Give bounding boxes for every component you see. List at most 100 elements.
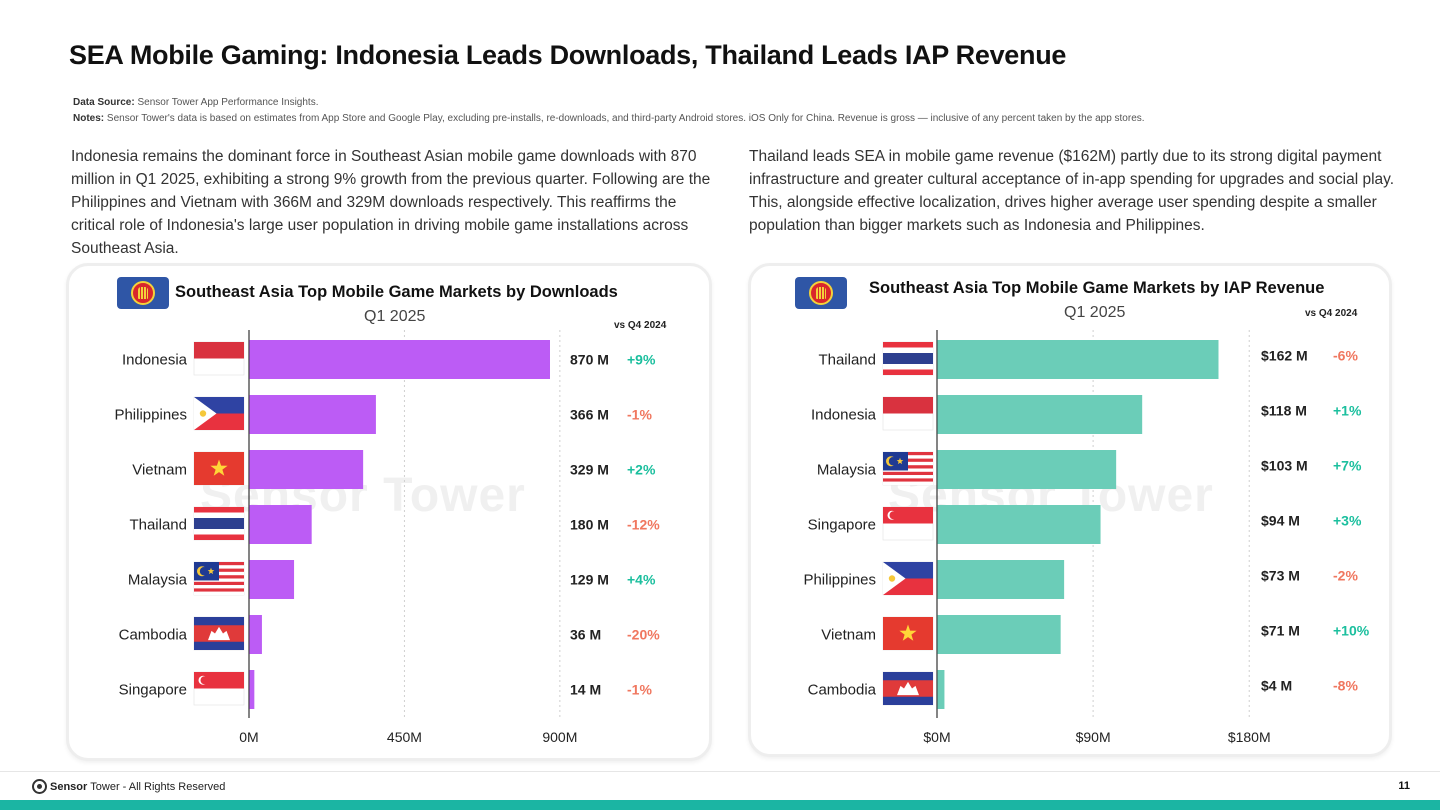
sensor-tower-logo-icon xyxy=(32,779,47,794)
revenue-value-label: $103 M xyxy=(1261,458,1308,474)
revenue-value-label: $71 M xyxy=(1261,623,1300,639)
footer-brand: Sensor Tower - All Rights Reserved xyxy=(32,779,225,794)
downloads-value-label: 366 M xyxy=(570,407,609,423)
downloads-change-label: +9% xyxy=(627,352,656,368)
downloads-bar xyxy=(249,340,550,379)
downloads-category-label: Philippines xyxy=(114,407,187,424)
downloads-bar xyxy=(249,395,376,434)
footer-rights: - All Rights Reserved xyxy=(122,780,226,793)
footer-brand-name: Sensor xyxy=(50,780,88,793)
revenue-change-label: -2% xyxy=(1333,568,1358,584)
downloads-category-label: Malaysia xyxy=(128,572,188,589)
footer-divider xyxy=(0,771,1440,772)
revenue-tick-label: $0M xyxy=(923,729,950,745)
downloads-value-label: 14 M xyxy=(570,682,601,698)
revenue-bar xyxy=(937,505,1101,544)
downloads-chart-title: Southeast Asia Top Mobile Game Markets b… xyxy=(175,283,618,301)
revenue-commentary: Thailand leads SEA in mobile game revenu… xyxy=(749,148,1395,234)
data-source-text: Sensor Tower App Performance Insights. xyxy=(137,97,319,108)
data-source-note: Data Source: Sensor Tower App Performanc… xyxy=(73,97,319,108)
revenue-category-label: Malaysia xyxy=(817,462,877,479)
downloads-bar xyxy=(249,670,255,709)
indonesia-flag-icon xyxy=(882,396,934,431)
footer-accent-bar xyxy=(0,800,1440,810)
asean-flag-icon xyxy=(795,277,847,309)
revenue-change-label: +3% xyxy=(1333,513,1362,529)
notes-label: Notes: xyxy=(73,113,105,124)
downloads-value-label: 180 M xyxy=(570,517,609,533)
downloads-category-label: Thailand xyxy=(129,517,187,534)
philippines-flag-icon xyxy=(193,396,245,431)
downloads-value-label: 129 M xyxy=(570,572,609,588)
downloads-change-label: -12% xyxy=(627,517,660,533)
malaysia-flag-icon xyxy=(193,561,245,596)
thailand-flag-icon xyxy=(193,506,245,541)
revenue-value-label: $4 M xyxy=(1261,678,1292,694)
indonesia-flag-icon xyxy=(193,341,245,376)
philippines-flag-icon xyxy=(882,561,934,596)
revenue-value-label: $118 M xyxy=(1261,403,1307,419)
downloads-category-label: Vietnam xyxy=(132,462,187,479)
revenue-change-label: +10% xyxy=(1333,623,1370,639)
downloads-category-label: Indonesia xyxy=(122,352,188,369)
revenue-bar xyxy=(937,615,1061,654)
downloads-category-label: Singapore xyxy=(119,682,187,699)
downloads-change-label: -20% xyxy=(627,627,660,643)
downloads-chart-subtitle: Q1 2025 xyxy=(364,308,426,325)
downloads-bar xyxy=(249,450,364,489)
downloads-category-label: Cambodia xyxy=(119,627,188,644)
revenue-chart-subtitle: Q1 2025 xyxy=(1064,304,1126,321)
revenue-value-label: $73 M xyxy=(1261,568,1300,584)
revenue-bar xyxy=(937,450,1117,489)
revenue-value-label: $162 M xyxy=(1261,348,1308,364)
downloads-value-label: 36 M xyxy=(570,627,601,643)
revenue-bar xyxy=(937,670,945,709)
revenue-change-label: -8% xyxy=(1333,678,1358,694)
revenue-category-label: Cambodia xyxy=(808,682,877,699)
downloads-tick-label: 900M xyxy=(542,729,577,745)
downloads-commentary: Indonesia remains the dominant force in … xyxy=(71,148,711,257)
revenue-change-label: -6% xyxy=(1333,348,1358,364)
revenue-change-header: vs Q4 2024 xyxy=(1305,308,1358,319)
downloads-change-label: -1% xyxy=(627,407,652,423)
downloads-tick-label: 450M xyxy=(387,729,422,745)
downloads-bar xyxy=(249,505,312,544)
thailand-flag-icon xyxy=(882,341,934,376)
page-number: 11 xyxy=(1398,780,1410,792)
downloads-change-label: +4% xyxy=(627,572,656,588)
malaysia-flag-icon xyxy=(882,451,934,486)
downloads-tick-label: 0M xyxy=(239,729,258,745)
revenue-tick-label: $180M xyxy=(1228,729,1271,745)
notes-text: Sensor Tower's data is based on estimate… xyxy=(106,113,1145,124)
revenue-bar xyxy=(937,340,1219,379)
downloads-bar xyxy=(249,560,295,599)
notes-line: Notes: Sensor Tower's data is based on e… xyxy=(73,113,1145,124)
revenue-bar xyxy=(937,395,1143,434)
revenue-chart-title: Southeast Asia Top Mobile Game Markets b… xyxy=(869,279,1325,297)
singapore-flag-icon xyxy=(193,671,245,706)
revenue-change-label: +1% xyxy=(1333,403,1362,419)
page-title: SEA Mobile Gaming: Indonesia Leads Downl… xyxy=(69,40,1067,70)
revenue-change-label: +7% xyxy=(1333,458,1362,474)
revenue-value-label: $94 M xyxy=(1261,513,1300,529)
revenue-tick-label: $90M xyxy=(1076,729,1111,745)
asean-flag-icon xyxy=(117,277,169,309)
downloads-change-header: vs Q4 2024 xyxy=(614,320,667,331)
cambodia-flag-icon xyxy=(193,616,245,651)
revenue-category-label: Indonesia xyxy=(811,407,877,424)
revenue-category-label: Singapore xyxy=(808,517,876,534)
footer-brand-name-2: Tower xyxy=(90,780,120,793)
downloads-bar xyxy=(249,615,262,654)
downloads-change-label: +2% xyxy=(627,462,656,478)
revenue-category-label: Philippines xyxy=(803,572,876,589)
vietnam-flag-icon xyxy=(193,451,245,486)
vietnam-flag-icon xyxy=(882,616,934,651)
downloads-value-label: 870 M xyxy=(570,352,609,368)
cambodia-flag-icon xyxy=(882,671,934,706)
revenue-category-label: Thailand xyxy=(818,352,876,369)
data-source-label: Data Source: xyxy=(73,97,135,108)
singapore-flag-icon xyxy=(882,506,934,541)
revenue-bar xyxy=(937,560,1065,599)
revenue-category-label: Vietnam xyxy=(821,627,876,644)
downloads-value-label: 329 M xyxy=(570,462,609,478)
